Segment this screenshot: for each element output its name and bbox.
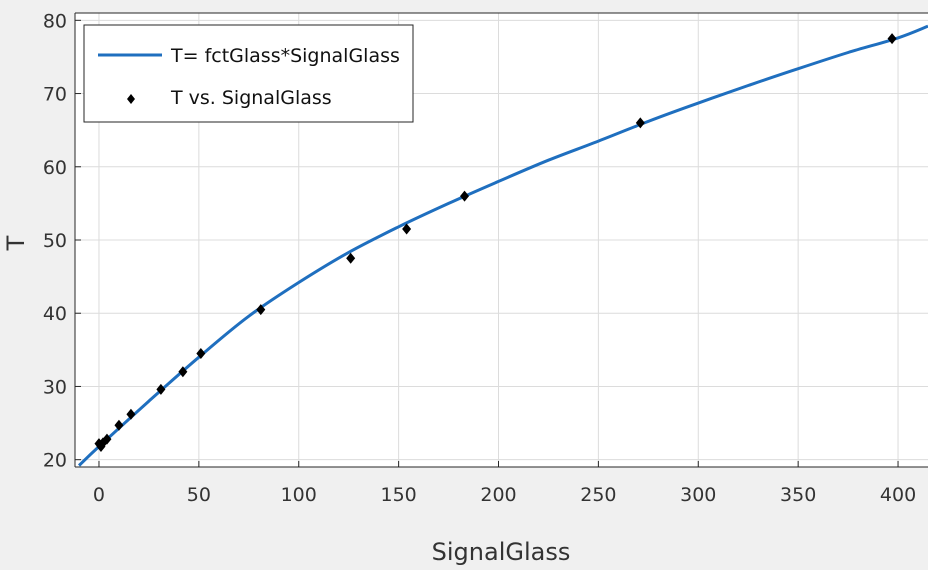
y-tick-label: 20 — [43, 450, 67, 472]
x-tick-label: 0 — [93, 484, 105, 506]
x-tick-label: 400 — [880, 484, 916, 506]
x-tick-label: 100 — [281, 484, 317, 506]
y-tick-label: 80 — [43, 10, 67, 32]
x-tick-label: 150 — [380, 484, 416, 506]
y-tick-label: 60 — [43, 157, 67, 179]
x-tick-label: 200 — [480, 484, 516, 506]
data-point — [196, 348, 206, 359]
x-tick-label: 300 — [680, 484, 716, 506]
data-point — [126, 408, 136, 420]
legend-entry-points: T vs. SignalGlass — [170, 87, 332, 109]
x-axis-label: SignalGlass — [432, 538, 571, 566]
data-point — [178, 366, 188, 378]
data-point — [887, 33, 897, 45]
data-point — [635, 117, 645, 129]
data-point — [346, 252, 356, 264]
data-point — [156, 383, 166, 395]
legend-entry-fit: T= fctGlass*SignalGlass — [170, 45, 400, 67]
y-tick-label: 40 — [43, 303, 67, 325]
fit-line-layer — [77, 24, 928, 467]
fit-line — [77, 24, 928, 467]
data-points-layer — [94, 33, 897, 452]
data-point — [114, 419, 124, 431]
data-point — [102, 433, 112, 445]
y-tick-label: 70 — [43, 84, 67, 106]
y-tick-label: 50 — [43, 230, 67, 252]
y-axis-label: T — [2, 235, 30, 251]
axis-ticks: 0 50 100 150 200 250 300 350 400 20 30 40 50 60 70 80 — [43, 10, 916, 506]
data-point — [460, 190, 470, 202]
x-tick-label: 250 — [580, 484, 616, 506]
data-point — [256, 304, 266, 316]
legend-box — [83, 24, 414, 123]
legend: T= fctGlass*SignalGlass T vs. SignalGlas… — [83, 24, 414, 123]
data-point — [402, 223, 412, 235]
grid — [75, 13, 928, 467]
legend-marker-swatch — [127, 94, 135, 104]
x-tick-label: 50 — [187, 484, 211, 506]
y-tick-label: 30 — [43, 376, 67, 398]
x-tick-label: 350 — [780, 484, 816, 506]
